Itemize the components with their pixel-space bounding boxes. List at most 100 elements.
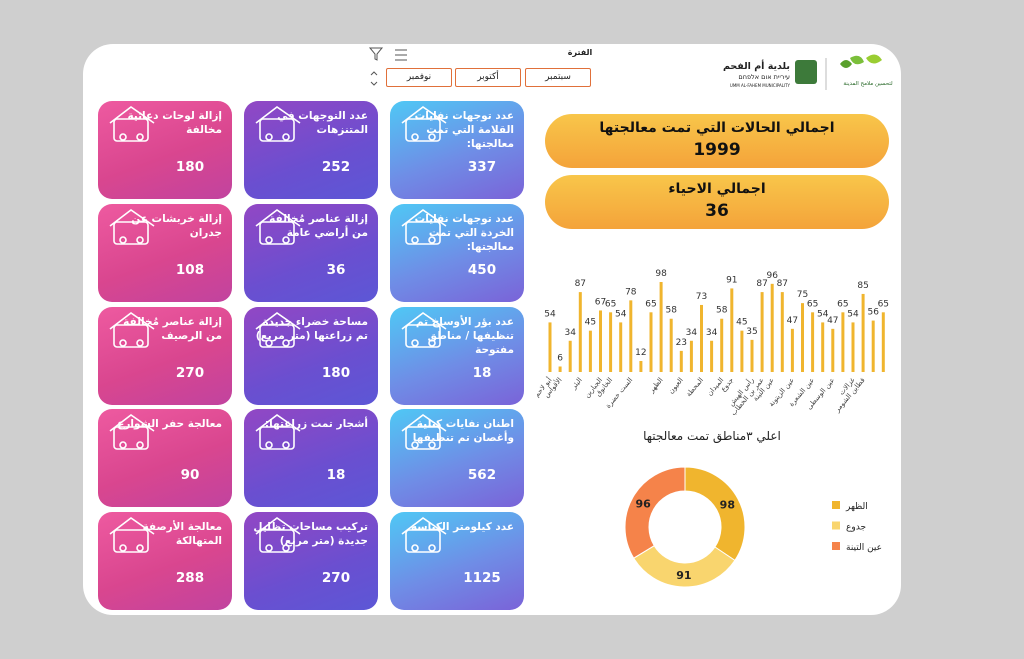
bar-value-label: 78 bbox=[625, 287, 637, 297]
bar-value-label: 56 bbox=[867, 308, 879, 318]
icon-shape bbox=[401, 106, 447, 142]
filter-list-icon[interactable] bbox=[395, 49, 407, 61]
bar bbox=[760, 292, 764, 372]
bar-value-label: 58 bbox=[716, 306, 728, 316]
logo-english: UMM AL-FAHEM MUNICIPALITY bbox=[730, 83, 791, 88]
card-value: 450 bbox=[467, 262, 497, 278]
bar bbox=[548, 322, 552, 372]
card-icon bbox=[255, 209, 301, 245]
total-card: اجمالي الاحياء 36 bbox=[545, 175, 889, 229]
card-icon bbox=[255, 106, 301, 142]
card-title: معالجة الأرصفة المتهالكة bbox=[142, 521, 222, 547]
total-value: 36 bbox=[705, 201, 729, 221]
bar-value-label: 67 bbox=[595, 297, 606, 307]
card-value: 90 bbox=[180, 467, 200, 483]
bar bbox=[861, 293, 865, 372]
bar-value-label: 23 bbox=[676, 338, 687, 348]
total-card: اجمالي الحالات التي تمت معالجتها 1999 bbox=[545, 114, 889, 168]
card-value: 36 bbox=[326, 262, 346, 278]
period-slicer[interactable]: نوفمبر bbox=[386, 68, 452, 87]
card-icon bbox=[109, 209, 155, 245]
card-title: عدد التوجهات في المتنزهات bbox=[277, 110, 368, 136]
card-icon bbox=[255, 414, 301, 450]
kpi-card: إزالة عناصر مُخالفة من أراضي عامة 36 bbox=[244, 204, 378, 302]
kpi-card: عدد توجهات نفايات القلامة التي تمت معالج… bbox=[390, 101, 524, 199]
logo: لتحسين ملامح المدينة بلدية أم الفحم עירי… bbox=[723, 54, 893, 90]
card-value: 288 bbox=[175, 570, 205, 586]
bar bbox=[740, 330, 744, 372]
bar bbox=[599, 310, 602, 372]
icon-shape bbox=[109, 106, 155, 142]
bar bbox=[801, 303, 804, 372]
bar-value-label: 47 bbox=[827, 316, 838, 326]
kpi-card: عدد بؤر الأوساخ تم تنظيفها / مناطق مفتوح… bbox=[390, 307, 524, 405]
card-value: 1125 bbox=[463, 570, 501, 586]
card-icon bbox=[109, 106, 155, 142]
scroll-arrows[interactable] bbox=[370, 71, 378, 86]
bar bbox=[730, 288, 734, 372]
bar bbox=[568, 340, 572, 372]
bar-value-label: 98 bbox=[655, 269, 667, 279]
bar bbox=[811, 312, 815, 372]
bar bbox=[821, 322, 825, 372]
icon-shape bbox=[109, 414, 155, 450]
card-icon bbox=[255, 517, 301, 553]
card-value: 108 bbox=[175, 262, 205, 278]
bar-value-label: 54 bbox=[615, 309, 627, 319]
bar-value-label: 34 bbox=[564, 328, 576, 338]
bar-value-label: 91 bbox=[726, 275, 737, 285]
icon-shape bbox=[255, 414, 301, 450]
bar-value-label: 65 bbox=[605, 299, 616, 309]
card-value: 180 bbox=[175, 159, 205, 175]
bar bbox=[700, 304, 703, 372]
card-value: 252 bbox=[321, 159, 351, 175]
x-tick-label: الظهر bbox=[647, 376, 665, 395]
legend-swatch bbox=[832, 542, 840, 550]
bar-value-label: 96 bbox=[766, 271, 778, 281]
total-value: 1999 bbox=[693, 140, 741, 160]
bar-value-label: 65 bbox=[645, 299, 656, 309]
leaf bbox=[866, 54, 882, 64]
icon-shape bbox=[109, 517, 155, 553]
bar-value-label: 65 bbox=[878, 299, 889, 309]
pie-title: اعلي ٣مناطق تمت معالجتها bbox=[643, 429, 781, 444]
card-value: 180 bbox=[321, 365, 351, 381]
clear-filter-icon[interactable] bbox=[368, 47, 384, 61]
bar bbox=[679, 350, 683, 372]
pie-value-label: 96 bbox=[636, 497, 652, 510]
bar-value-label: 73 bbox=[696, 292, 707, 302]
kpi-card: مساحة خضراء جديدة تم زراعتها (متر مربع) 1… bbox=[244, 307, 378, 405]
bar-value-label: 85 bbox=[857, 281, 868, 291]
card-value: 18 bbox=[326, 467, 346, 483]
card-value: 270 bbox=[175, 365, 205, 381]
pie-slice bbox=[624, 466, 686, 559]
bar bbox=[609, 312, 613, 372]
bar-value-label: 65 bbox=[807, 299, 818, 309]
icon-shape bbox=[255, 312, 301, 348]
kpi-card: عدد التوجهات في المتنزهات 252 bbox=[244, 101, 378, 199]
card-icon bbox=[109, 414, 155, 450]
icon-shape bbox=[401, 517, 447, 553]
period-slicer[interactable]: سبتمبر bbox=[525, 68, 591, 87]
bar bbox=[639, 360, 643, 372]
x-tick-label: المحطة bbox=[685, 376, 705, 398]
pie-value-label: 91 bbox=[676, 569, 691, 582]
icon-shape bbox=[255, 106, 301, 142]
emblem bbox=[795, 60, 817, 84]
kpi-card: اطنان نفايات كتلية وأغصان تم تنظيفها 562 bbox=[390, 409, 524, 507]
filter-icons[interactable] bbox=[368, 47, 407, 86]
bar-value-label: 12 bbox=[635, 348, 646, 358]
card-value: 18 bbox=[472, 365, 492, 381]
bar-value-label: 65 bbox=[837, 299, 848, 309]
bar-value-label: 58 bbox=[665, 306, 677, 316]
logo-title: بلدية أم الفحم bbox=[723, 59, 790, 72]
kpi-card: إزالة عناصر مُخالفة من الرصيف 270 bbox=[98, 307, 232, 405]
bar-value-label: 54 bbox=[544, 309, 556, 319]
slogan: لتحسين ملامح المدينة bbox=[843, 81, 893, 87]
legend-swatch bbox=[832, 501, 840, 509]
card-value: 562 bbox=[467, 467, 497, 483]
icon-shape bbox=[401, 209, 447, 245]
bar-value-label: 54 bbox=[847, 309, 859, 319]
period-slicer[interactable]: أكتوبر bbox=[455, 68, 521, 87]
kpi-card: عدد كيلومتر الكناسة 1125 bbox=[390, 512, 524, 610]
